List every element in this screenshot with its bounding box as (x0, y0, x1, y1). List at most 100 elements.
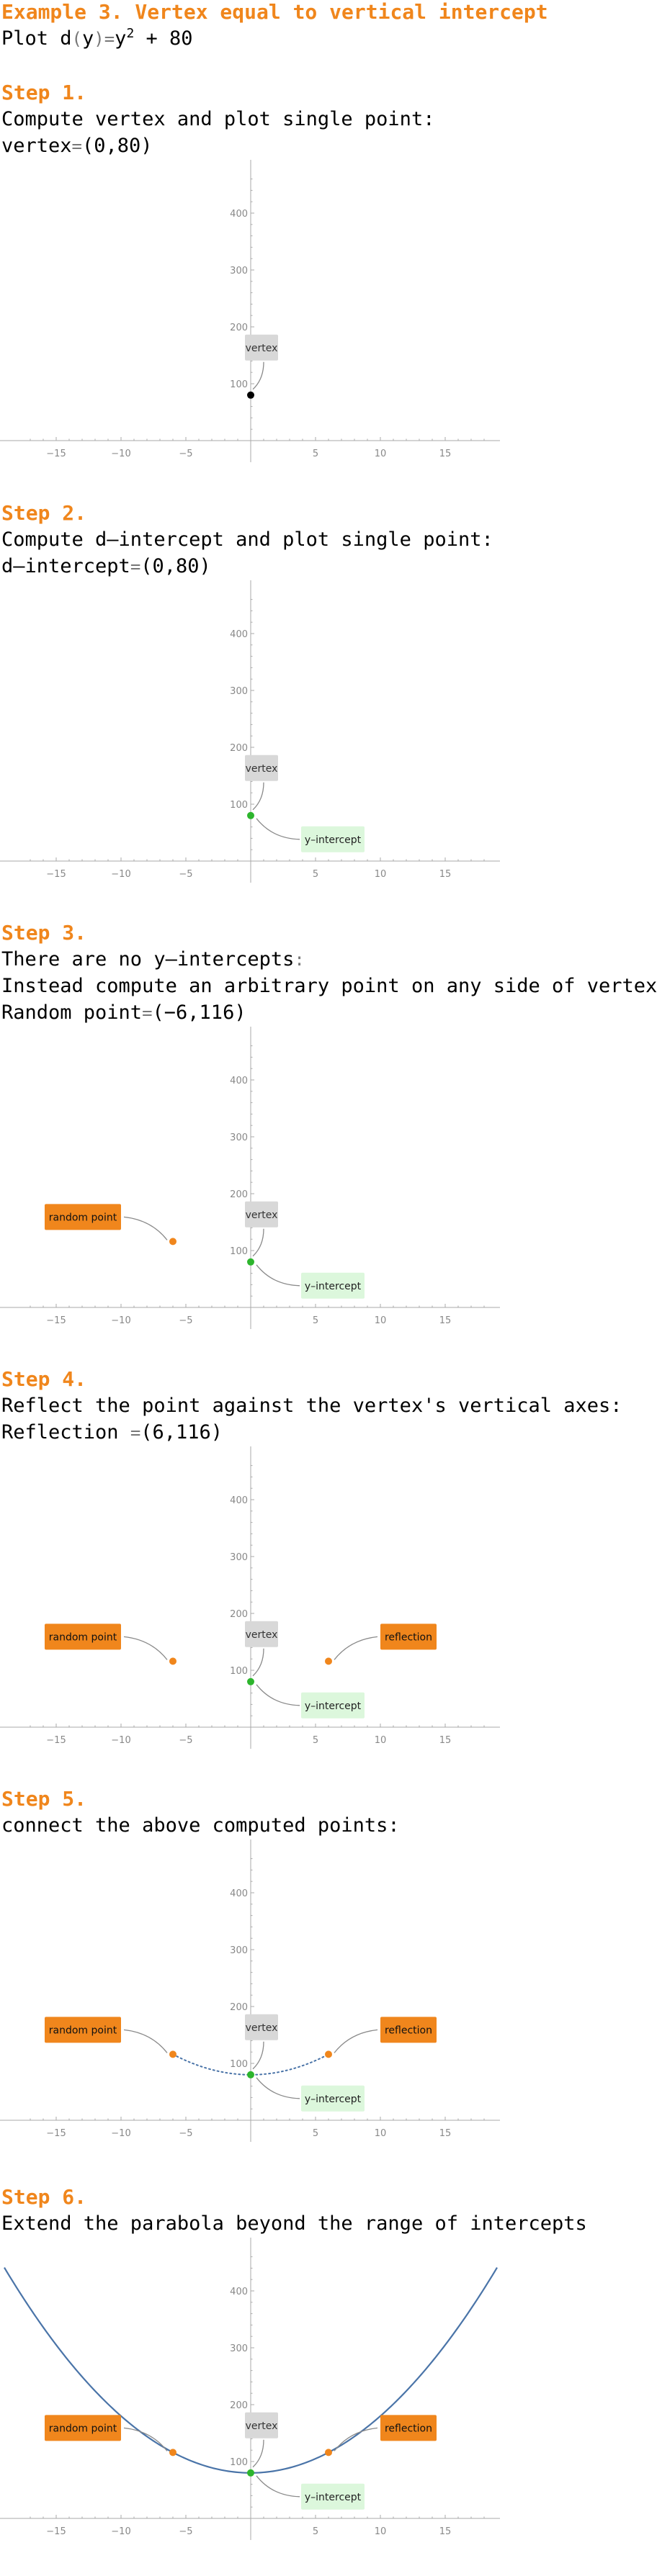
point-value: (−6,116) (152, 1001, 246, 1024)
y-tick-label: 100 (230, 800, 248, 811)
vertex-label-box (245, 1201, 278, 1228)
reflection-label-box (380, 1623, 437, 1650)
chart-1: −15 −10 −5 5 10 15 100 200 300 400 vertex (0, 160, 500, 462)
reflection-leader (334, 2029, 378, 2053)
equals-sign: = (142, 1003, 153, 1023)
step-text: Compute vertex and plot single point: (1, 108, 434, 130)
y-tick-label: 400 (230, 1076, 248, 1086)
reflection-point (325, 2449, 332, 2456)
reflection-point (325, 1657, 332, 1665)
random-point-label-box (45, 2415, 121, 2441)
y-tick-label: 300 (230, 686, 248, 697)
paren-open: ( (71, 29, 82, 49)
random-point (169, 1657, 176, 1665)
y-intercept-label: y–intercept (305, 1701, 362, 1712)
x-tick-label: −10 (111, 2526, 130, 2537)
random-point-label: random point (49, 1631, 117, 1643)
x-tick-label: −5 (179, 2526, 192, 2537)
y-tick-label: 400 (230, 1495, 248, 1506)
vertex-label: vertex (246, 2022, 278, 2034)
reflection-label-box (380, 2415, 437, 2441)
plot-tail: + 80 (134, 27, 193, 50)
x-tick-label: −5 (179, 1735, 192, 1746)
y-intercept-leader (256, 2475, 300, 2498)
step-title: Step 5. (1, 1787, 87, 1811)
step-text-main: There are no y–intercepts (1, 948, 295, 970)
x-tick-label: −5 (179, 2128, 192, 2139)
chart-2: −15 −10 −5 5 10 15 100 200 300 400 vertex y–interce… (0, 580, 500, 883)
vertex-leader (252, 782, 264, 811)
point-value: (6,116) (140, 1421, 223, 1444)
x-tick-label: 15 (439, 2128, 452, 2139)
vertex-leader (252, 361, 264, 390)
equals-sign: = (104, 29, 115, 49)
step-text: vertex=(0,80) (1, 135, 153, 157)
vertex-label-box (245, 334, 278, 361)
x-tick-label: 15 (439, 449, 452, 459)
step-text: Reflect the point against the vertex's v… (1, 1395, 622, 1417)
vertex-label-box (245, 1621, 278, 1647)
y-tick-label: 100 (230, 1246, 248, 1257)
random-point-label-box (45, 2017, 121, 2043)
step-text-main: Random point (1, 1001, 143, 1024)
y-tick-label: 300 (230, 2343, 248, 2354)
vertex-label: vertex (246, 2420, 278, 2432)
reflection-label-box (380, 2017, 437, 2043)
x-tick-label: 10 (375, 1315, 387, 1326)
vertex-point (247, 2071, 254, 2079)
x-tick-label: 10 (375, 2526, 387, 2537)
x-tick-label: −10 (111, 449, 130, 459)
x-tick-label: 15 (439, 1735, 452, 1746)
chart-4: −15 −10 −5 5 10 15 100 200 300 400 vertex y–interce… (0, 1446, 500, 1749)
paren-close: ) (94, 29, 104, 49)
y-tick-label: 200 (230, 1609, 248, 1620)
step-text: Reflection =(6,116) (1, 1421, 223, 1444)
y-intercept-label: y–intercept (305, 1281, 362, 1292)
vertex-label-box (245, 755, 278, 781)
x-tick-label: −5 (179, 869, 192, 880)
chart-3: −15 −10 −5 5 10 15 100 200 300 400 vertex y–interce… (0, 1027, 500, 1329)
x-tick-label: −15 (46, 449, 66, 459)
x-tick-label: −15 (46, 869, 66, 880)
reflection-label: reflection (385, 2423, 432, 2434)
step-text: Instead compute an arbitrary point on an… (1, 975, 657, 997)
x-tick-label: 5 (313, 2526, 318, 2537)
step-text: There are no y–intercepts: (1, 948, 305, 970)
y-intercept-label: y–intercept (305, 2492, 362, 2503)
random-point (169, 2449, 176, 2456)
vertex-label: vertex (246, 1210, 278, 1221)
plot-equation: Plot d(y)=y2 + 80 (1, 27, 193, 50)
chart-5: −15 −10 −5 5 10 15 100 200 300 400 vertex y–interce… (0, 1839, 500, 2142)
random-point-label: random point (49, 1212, 117, 1223)
step-text: Random point=(−6,116) (1, 1001, 246, 1024)
reflection-leader (334, 1636, 378, 1660)
random-point-label: random point (49, 2025, 117, 2036)
x-tick-label: −10 (111, 1735, 130, 1746)
step-title: Step 1. (1, 81, 87, 104)
step-title: Step 2. (1, 501, 87, 525)
y-tick-label: 400 (230, 2287, 248, 2297)
vertex-point (247, 1677, 254, 1685)
vertex-leader (252, 2439, 264, 2468)
vertex-leader (252, 1648, 264, 1677)
x-tick-label: 5 (313, 449, 318, 459)
vertex-point (247, 811, 254, 819)
random-point-leader (123, 1636, 168, 1660)
x-tick-label: 15 (439, 2526, 452, 2537)
x-tick-label: 15 (439, 1315, 452, 1326)
step-text: Compute d–intercept and plot single poin… (1, 528, 493, 551)
equals-sign: = (130, 557, 141, 577)
y-intercept-label-box (301, 2085, 365, 2112)
y-tick-label: 200 (230, 323, 248, 333)
x-tick-label: −15 (46, 1315, 66, 1326)
x-tick-label: 5 (313, 1315, 318, 1326)
x-tick-label: −5 (179, 1315, 192, 1326)
y-tick-label: 400 (230, 1888, 248, 1899)
reflection-point (325, 2050, 332, 2058)
random-point-leader (123, 2029, 168, 2053)
step-text: connect the above computed points: (1, 1814, 400, 1837)
vertex-label-box (245, 2412, 278, 2438)
y-tick-label: 400 (230, 209, 248, 220)
y-tick-label: 100 (230, 2457, 248, 2468)
y-intercept-label: y–intercept (305, 2094, 362, 2105)
